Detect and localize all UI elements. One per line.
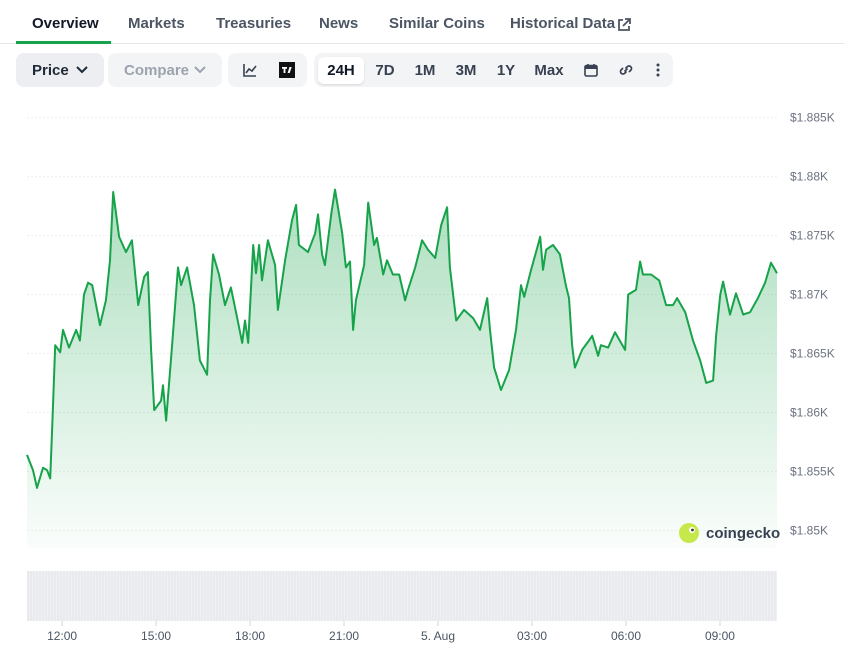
watermark: coingecko [679,523,780,543]
calendar-icon[interactable] [584,63,598,77]
tab[interactable]: Markets [128,15,185,32]
x-tick-label: 15:00 [141,629,171,643]
range-button[interactable]: 1Y [496,62,516,79]
tab[interactable]: Historical Data [510,15,616,32]
x-tick-label: 18:00 [235,629,265,643]
y-tick-label: $1.855K [790,464,835,478]
line-chart-icon[interactable] [242,62,258,78]
tab[interactable]: Similar Coins [389,15,485,32]
range-button[interactable]: Max [534,62,564,79]
range-button[interactable]: 1M [414,62,436,79]
volume-strip [27,571,777,621]
price-line [26,188,778,489]
chevron [76,66,88,74]
tradingview-icon[interactable] [279,62,295,78]
chevron [194,66,206,74]
active-tab-underline [16,41,111,44]
y-tick-label: $1.87K [790,288,828,302]
compare-label: Compare [124,62,190,79]
tab[interactable]: Treasuries [216,15,292,32]
tab-divider [0,43,844,44]
y-tick-label: $1.88K [790,170,828,184]
x-tick-label: 21:00 [329,629,359,643]
tab[interactable]: Overview [32,15,99,32]
active-range [318,57,364,84]
link-icon[interactable] [617,62,635,78]
range-button[interactable]: 3M [455,62,477,79]
y-tick-label: $1.875K [790,229,835,243]
tab[interactable]: News [319,15,359,32]
y-tick-label: $1.865K [790,346,835,360]
price-dropdown[interactable] [16,53,104,87]
external-link-icon [618,18,631,31]
x-tick-label: 09:00 [705,629,735,643]
y-tick-label: $1.86K [790,405,828,419]
x-tick-label: 12:00 [47,629,77,643]
watermark-text: coingecko [706,525,780,542]
x-tick-label: 06:00 [611,629,641,643]
y-tick-label: $1.85K [790,523,828,537]
range-group [314,53,673,87]
y-tick-label: $1.885K [790,111,835,125]
area-fill [27,189,777,548]
range-button[interactable]: 24H [327,62,355,79]
range-button[interactable]: 7D [375,62,395,79]
price-label: Price [32,62,69,79]
x-tick-label: 5. Aug [421,629,455,643]
more-icon[interactable] [654,62,662,78]
x-tick-label: 03:00 [517,629,547,643]
